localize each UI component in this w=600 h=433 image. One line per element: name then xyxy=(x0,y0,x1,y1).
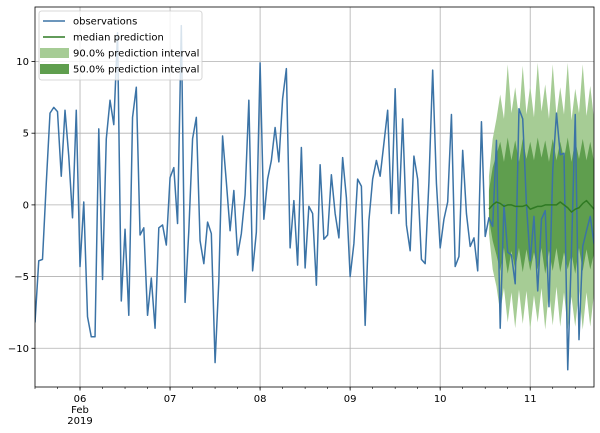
prediction-intervals xyxy=(488,62,594,330)
y-tick-label: −5 xyxy=(14,272,29,283)
plot-frame xyxy=(34,6,595,388)
legend-label: 90.0% prediction interval xyxy=(73,49,199,60)
y-tick-label: −10 xyxy=(8,344,29,355)
legend: observations median prediction 90.0% predi… xyxy=(38,10,203,81)
x-tick-label: 09 xyxy=(344,394,357,405)
legend-patch-swatch xyxy=(40,48,69,58)
x-tick-label: 08 xyxy=(254,394,267,405)
legend-label: 50.0% prediction interval xyxy=(73,65,199,76)
legend-box xyxy=(38,10,203,81)
y-tick-label: 10 xyxy=(16,57,29,68)
y-tick-label: 0 xyxy=(23,200,29,211)
x-tick-label: 06 xyxy=(74,394,87,405)
series-line xyxy=(488,199,594,213)
y-tick-label: 5 xyxy=(23,129,29,140)
x-tick-label: 11 xyxy=(524,394,537,405)
legend-label: observations xyxy=(73,17,137,28)
x-tick-month-label: Feb xyxy=(71,405,89,416)
series-lines xyxy=(35,24,594,371)
series-line xyxy=(35,24,594,371)
legend-label: median prediction xyxy=(73,33,164,44)
legend-patch-swatch xyxy=(40,64,69,74)
x-tick-label: 10 xyxy=(434,394,447,405)
x-tick-year-label: 2019 xyxy=(67,416,92,427)
x-tick-label: 07 xyxy=(164,394,177,405)
